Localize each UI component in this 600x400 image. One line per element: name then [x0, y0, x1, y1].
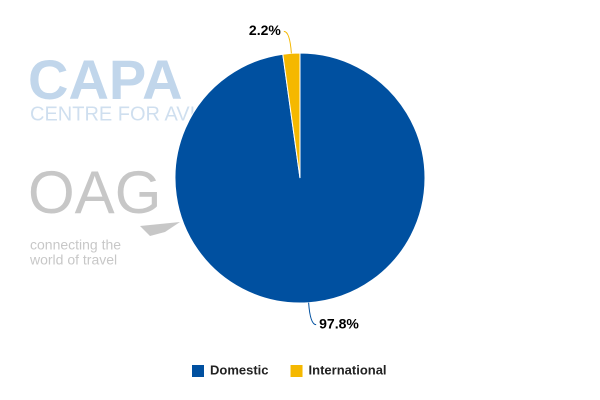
watermark-text: world of travel — [29, 252, 117, 268]
leader-line — [308, 302, 317, 326]
data-label: 2.2% — [249, 22, 281, 38]
data-label: 97.8% — [319, 315, 359, 331]
watermark-text: connecting the — [30, 237, 121, 253]
legend-swatch — [192, 365, 204, 377]
watermark-logo: CAPA — [28, 48, 183, 111]
leader-line — [283, 30, 292, 54]
legend-swatch — [290, 365, 303, 377]
watermark-logo: OAG — [28, 159, 161, 226]
legend-label: International — [309, 362, 387, 377]
watermark-plane — [140, 222, 180, 236]
legend-label: Domestic — [210, 362, 269, 377]
